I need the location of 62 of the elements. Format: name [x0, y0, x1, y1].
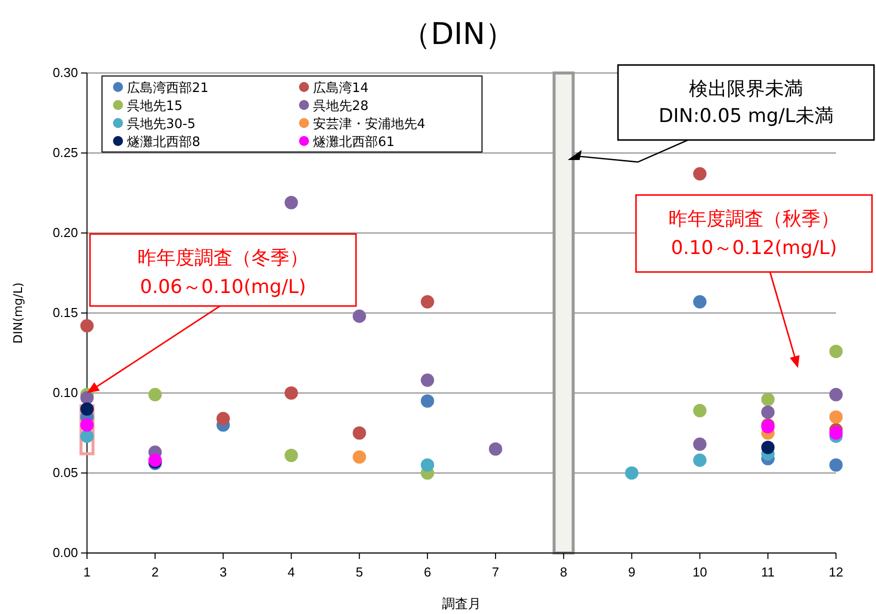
legend-label: 呉地先15 — [127, 99, 183, 114]
x-axis-title: 調査月 — [442, 597, 481, 612]
point — [693, 404, 706, 418]
annotation: 昨年度調査（冬季） 0.06～0.10(mg/L) — [138, 247, 308, 298]
legend-label: 広島湾14 — [313, 80, 369, 96]
point — [352, 450, 366, 464]
legend-label: 燧灘北西部8 — [127, 135, 200, 150]
point — [829, 458, 843, 472]
x-tick-label: 8 — [560, 564, 568, 580]
point — [420, 394, 434, 408]
point — [284, 386, 298, 400]
point — [829, 426, 843, 440]
point — [420, 458, 434, 472]
legend-label: 呉地先28 — [313, 99, 369, 114]
legend-label: 安芸津・安浦地先4 — [313, 116, 426, 132]
point — [693, 454, 706, 467]
legend-label: 燧灘北西部61 — [313, 135, 395, 150]
point — [693, 438, 706, 451]
point — [80, 402, 94, 416]
point — [829, 388, 843, 402]
annotation: 昨年度調査（秋季） 0.10～0.12(mg/L) — [668, 208, 840, 259]
point — [284, 448, 298, 462]
point — [488, 442, 502, 456]
point — [420, 374, 434, 387]
x-tick-label: 7 — [492, 564, 500, 580]
x-tick-label: 3 — [220, 564, 227, 580]
point — [216, 412, 230, 426]
point — [352, 310, 366, 323]
x-tick-label: 5 — [356, 564, 363, 580]
x-tick-label: 6 — [424, 564, 432, 580]
x-tick-label: 11 — [761, 564, 775, 580]
point — [420, 295, 434, 308]
point — [693, 167, 706, 180]
band-label: 検出限界未満 DIN:0.05 mg/L未満 — [658, 78, 834, 127]
y-tick-label: 0.15 — [52, 305, 78, 320]
point — [761, 440, 775, 454]
legend-label: 呉地先30-5 — [127, 117, 196, 132]
point — [829, 410, 843, 424]
point — [148, 388, 162, 402]
y-tick-label: 0.20 — [52, 225, 78, 240]
x-tick-label: 12 — [828, 564, 844, 580]
point — [761, 392, 775, 406]
y-tick-label: 0.05 — [52, 465, 78, 480]
y-tick-label: 0.25 — [52, 145, 78, 160]
point — [352, 426, 366, 440]
x-tick-label: 4 — [288, 564, 295, 580]
y-axis-title: DIN(mg/L) — [11, 282, 25, 344]
point — [284, 196, 298, 210]
point — [761, 406, 775, 419]
point — [625, 466, 638, 480]
chart-title: （DIN） — [400, 17, 516, 52]
x-tick-label: 10 — [692, 564, 708, 580]
point — [829, 344, 843, 358]
x-tick-label: 2 — [151, 564, 159, 580]
y-tick-label: 0.30 — [52, 65, 78, 80]
y-tick-label: 0.00 — [52, 545, 78, 560]
x-tick-label: 1 — [83, 564, 91, 580]
y-tick-label: 0.10 — [52, 385, 78, 400]
legend-label: 広島湾西部21 — [127, 80, 209, 96]
point — [80, 319, 94, 332]
x-tick-label: 9 — [628, 564, 636, 580]
point — [693, 295, 706, 308]
